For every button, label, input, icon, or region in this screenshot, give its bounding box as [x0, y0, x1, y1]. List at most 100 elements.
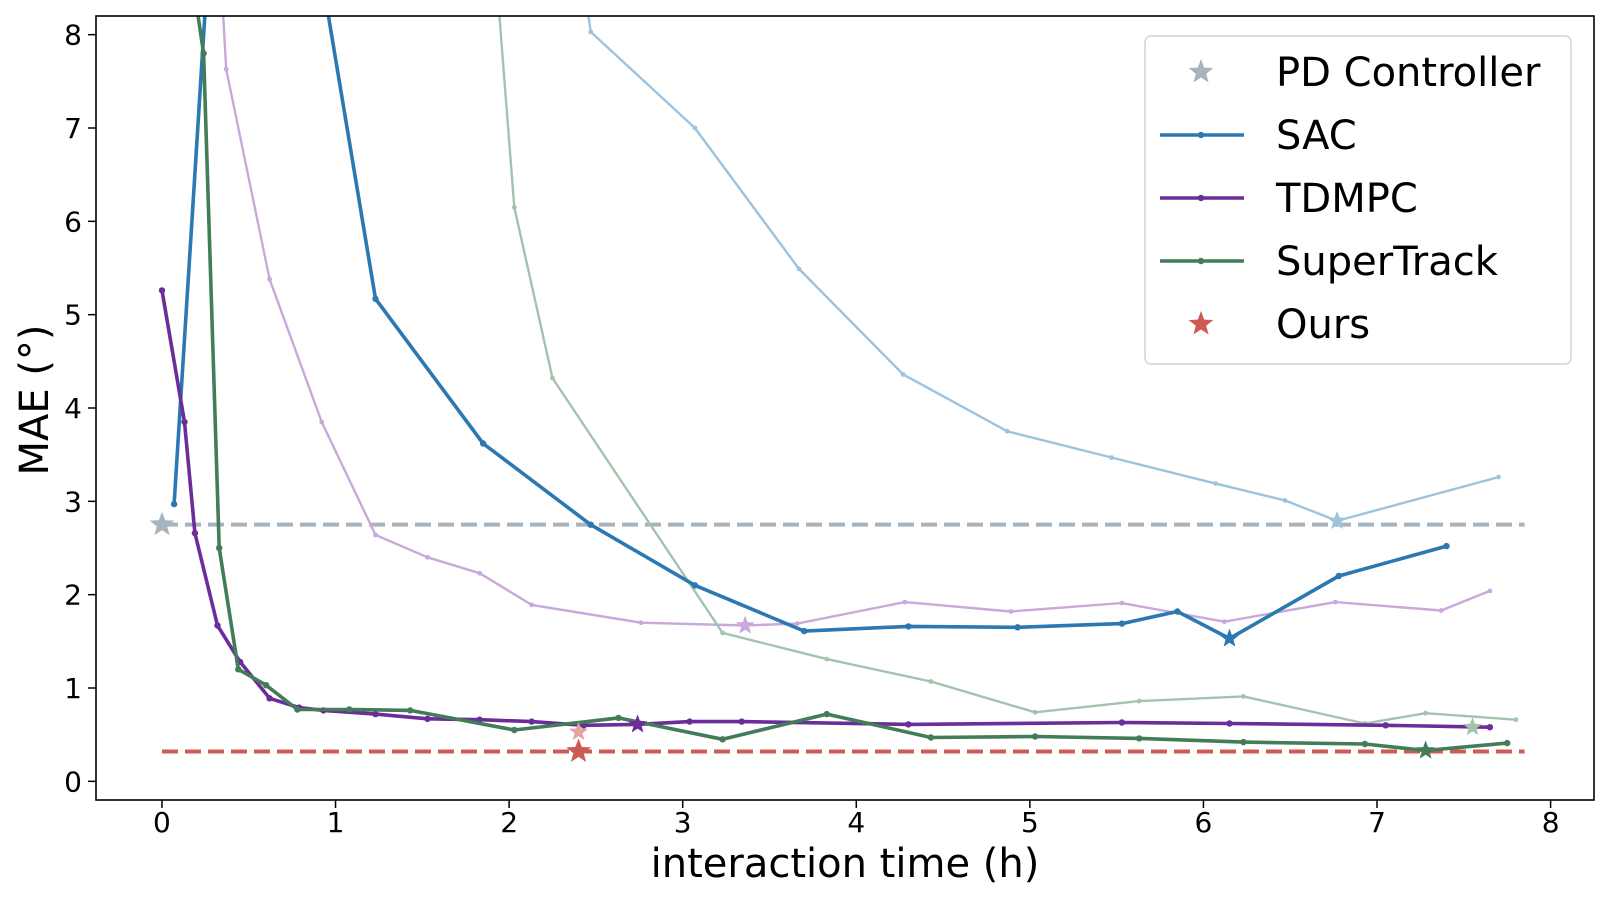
supertrack-faint-point: [550, 375, 555, 381]
supertrack-main-series: [196, 16, 1511, 754]
supertrack-main-point: [1504, 739, 1511, 747]
sac-faint-point: [1004, 428, 1010, 434]
tdmpc-faint-point: [1487, 588, 1493, 594]
supertrack-main-point: [511, 726, 518, 734]
sac-main-point: [691, 582, 699, 589]
tdmpc-faint-point: [373, 532, 378, 538]
supertrack-faint-point: [1241, 694, 1246, 699]
supertrack-best-star-marker: [1416, 740, 1436, 759]
supertrack-main-point: [719, 736, 726, 743]
sac-faint-point: [900, 372, 906, 377]
tdmpc-main-point: [158, 287, 166, 294]
tdmpc-main-point: [181, 418, 188, 426]
tdmpc-main-point: [476, 716, 483, 723]
supertrack-main-point: [294, 706, 301, 713]
ours-star-marker: [566, 738, 591, 762]
supertrack-faint-point: [1032, 709, 1038, 715]
x-tick-label: 1: [327, 806, 345, 839]
x-axis-title: interaction time (h): [651, 841, 1040, 887]
supertrack-faint-point: [1136, 698, 1142, 704]
sac-main-point: [479, 440, 487, 447]
legend-ours-star-icon: [1188, 311, 1214, 335]
tdmpc-faint-point: [1008, 609, 1014, 614]
tdmpc-faint-point: [638, 620, 644, 626]
y-tick-label: 1: [64, 672, 82, 705]
tdmpc-faint-point: [1438, 608, 1444, 613]
tdmpc-main-point: [905, 721, 912, 728]
sac-main-point: [170, 500, 178, 508]
sac-main-point: [1118, 620, 1126, 627]
legend-label-supertrack: SuperTrack: [1276, 239, 1499, 285]
x-tick-label: 5: [1021, 806, 1039, 839]
tdmpc-faint-point: [794, 621, 800, 626]
sac-main-point: [1174, 608, 1181, 615]
supertrack-faint-point: [928, 679, 934, 684]
tdmpc-faint-point: [223, 66, 229, 72]
legend-tdmpc-point-icon: [1197, 194, 1205, 202]
tdmpc-main-point: [738, 718, 745, 725]
sac-faint-point: [1496, 474, 1501, 480]
sac-main-point: [372, 295, 379, 302]
x-tick-label: 2: [500, 806, 518, 839]
tdmpc-main-point: [686, 718, 693, 725]
legend-label-ours: Ours: [1276, 302, 1370, 348]
supertrack-main-point: [200, 50, 207, 57]
y-tick-label: 0: [64, 765, 82, 798]
y-tick-label: 3: [64, 485, 82, 518]
tdmpc-faint-point: [267, 276, 272, 282]
y-axis-title: MAE (°): [12, 324, 58, 475]
x-tick-label: 3: [674, 806, 692, 839]
tdmpc-main-point: [191, 529, 199, 537]
y-tick-label: 2: [64, 579, 82, 612]
ours-faint-star-marker: [569, 721, 589, 740]
x-tick-label: 4: [847, 806, 865, 839]
tdmpc-main-point: [1226, 720, 1233, 727]
tdmpc-main-point: [266, 695, 273, 702]
supertrack-main-point: [1361, 740, 1369, 748]
tdmpc-faint-point: [1119, 600, 1125, 606]
supertrack-main-point: [1240, 738, 1247, 746]
supertrack-faint-point: [1513, 717, 1519, 723]
sac-main-series: [170, 16, 1450, 642]
supertrack-faint-series: [498, 16, 1519, 726]
y-tick-label: 7: [64, 112, 82, 145]
sac-main-point: [801, 627, 808, 635]
tdmpc-main-point: [1118, 719, 1126, 726]
tdmpc-faint-point: [477, 570, 482, 576]
sac-main-point: [1443, 542, 1450, 550]
sac-faint-point: [1282, 498, 1288, 503]
supertrack-faint-point: [511, 204, 517, 210]
tdmpc-faint-point: [319, 419, 325, 425]
tdmpc-main-point: [372, 710, 379, 718]
supertrack-main-point: [823, 710, 830, 718]
y-tick-label: 6: [64, 205, 82, 238]
legend: PD Controller SAC TDMPC SuperTrack Ours: [1144, 35, 1572, 365]
tdmpc-faint-point: [1333, 599, 1338, 605]
supertrack-main-point: [1031, 733, 1039, 740]
x-tick-label: 6: [1195, 806, 1213, 839]
legend-label-tdmpc: TDMPC: [1275, 176, 1418, 222]
x-axis-ticks: 0 1 2 3 4 5 6 7 8: [153, 800, 1560, 839]
legend-supertrack-point-icon: [1197, 257, 1205, 265]
supertrack-main-point: [216, 544, 223, 552]
supertrack-faint-point: [720, 630, 725, 636]
tdmpc-best-star-marker: [628, 714, 648, 733]
y-tick-label: 5: [64, 299, 82, 332]
supertrack-main-point: [615, 714, 622, 722]
supertrack-main-point: [1136, 735, 1143, 742]
supertrack-faint-line: [498, 16, 1516, 725]
supertrack-faint-best-star-marker: [1463, 717, 1482, 736]
sac-main-point: [905, 623, 912, 630]
legend-pd-controller-star-icon: [1188, 59, 1214, 83]
supertrack-faint-point: [1423, 710, 1428, 716]
sac-faint-best-star-marker: [1327, 510, 1347, 529]
tdmpc-main-point: [1382, 722, 1389, 729]
tdmpc-main-point: [528, 718, 535, 725]
sac-best-star-marker: [1220, 628, 1239, 647]
supertrack-main-point: [262, 682, 270, 689]
supertrack-main-point: [927, 734, 935, 741]
sac-main-point: [587, 521, 594, 528]
legend-label-pd-controller: PD Controller: [1276, 50, 1541, 96]
sac-main-point: [1014, 624, 1021, 631]
